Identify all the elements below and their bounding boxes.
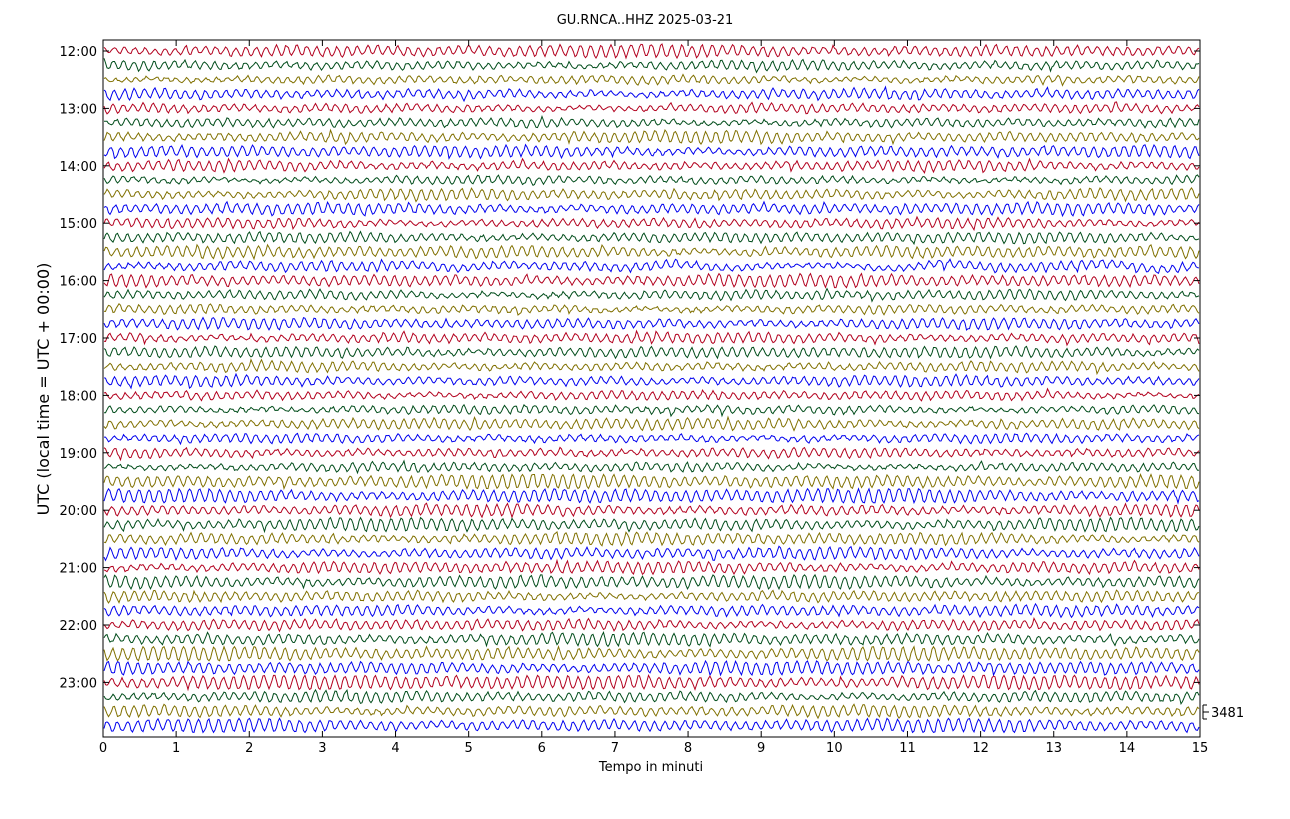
x-tick-label: 13 bbox=[1045, 741, 1062, 756]
seismic-trace bbox=[103, 589, 1200, 604]
y-tick-label: 23:00 bbox=[60, 676, 97, 691]
y-axis-label: UTC (local time = UTC + 00:00) bbox=[34, 263, 53, 516]
seismic-trace bbox=[103, 174, 1200, 186]
seismic-trace bbox=[103, 287, 1200, 303]
seismic-trace bbox=[103, 303, 1200, 316]
seismic-trace bbox=[103, 387, 1200, 402]
y-tick-label: 14:00 bbox=[60, 160, 97, 175]
seismic-trace bbox=[103, 674, 1200, 692]
y-tick-label: 18:00 bbox=[60, 389, 97, 404]
seismic-trace bbox=[103, 345, 1200, 360]
plot-frame bbox=[102, 39, 1201, 738]
seismic-trace bbox=[103, 200, 1200, 218]
x-tick-label: 6 bbox=[538, 741, 546, 756]
x-tick-label: 3 bbox=[318, 741, 326, 756]
seismic-trace bbox=[103, 85, 1200, 103]
seismic-trace bbox=[103, 502, 1200, 519]
x-tick-label: 7 bbox=[611, 741, 619, 756]
x-tick-label: 10 bbox=[826, 741, 843, 756]
seismic-trace bbox=[103, 631, 1200, 648]
y-axis: 12:00 13:00 14:00 15:00 16:00 17:00 18:00 19:00… bbox=[60, 45, 1200, 691]
x-tick-label: 11 bbox=[899, 741, 916, 756]
y-tick-label: 15:00 bbox=[60, 217, 97, 232]
y-tick-label: 12:00 bbox=[60, 45, 97, 60]
x-tick-label: 5 bbox=[465, 741, 473, 756]
seismic-trace bbox=[103, 415, 1200, 432]
seismic-trace bbox=[104, 432, 1200, 446]
trace-group bbox=[103, 43, 1200, 734]
seismic-trace bbox=[103, 530, 1200, 547]
seismic-trace bbox=[103, 573, 1200, 591]
x-tick-label: 15 bbox=[1192, 741, 1209, 756]
x-tick-label: 12 bbox=[972, 741, 989, 756]
seismic-trace bbox=[103, 459, 1199, 475]
seismic-trace bbox=[103, 617, 1200, 633]
seismic-trace bbox=[103, 243, 1200, 261]
seismic-trace bbox=[103, 516, 1200, 534]
seismic-trace bbox=[103, 703, 1200, 720]
seismic-trace bbox=[103, 473, 1200, 491]
seismic-trace bbox=[103, 115, 1200, 129]
y-tick-label: 21:00 bbox=[60, 562, 97, 577]
x-tick-label: 2 bbox=[245, 741, 253, 756]
x-axis: 0 1 2 3 4 5 6 7 8 9 10 11 12 13 14 15 bbox=[99, 40, 1208, 756]
x-tick-label: 8 bbox=[684, 741, 692, 756]
seismic-trace bbox=[103, 187, 1200, 203]
seismic-trace bbox=[103, 545, 1200, 562]
seismic-trace bbox=[103, 101, 1200, 115]
seismic-trace bbox=[103, 73, 1200, 87]
x-tick-label: 4 bbox=[391, 741, 399, 756]
seismic-trace bbox=[103, 602, 1200, 619]
x-tick-label: 1 bbox=[172, 741, 180, 756]
seismic-trace bbox=[103, 58, 1200, 74]
y-tick-label: 13:00 bbox=[60, 102, 97, 117]
y-tick-label: 17:00 bbox=[60, 332, 97, 347]
seismic-trace bbox=[103, 645, 1200, 662]
seismic-trace bbox=[103, 43, 1200, 60]
seismic-trace bbox=[103, 358, 1200, 376]
seismic-trace bbox=[104, 403, 1200, 418]
x-tick-label: 0 bbox=[99, 741, 107, 756]
y-tick-label: 19:00 bbox=[60, 447, 97, 462]
seismic-trace bbox=[103, 487, 1200, 505]
x-tick-label: 14 bbox=[1119, 741, 1136, 756]
chart-title: GU.RNCA..HHZ 2025-03-21 bbox=[557, 13, 734, 28]
seismic-trace bbox=[103, 688, 1200, 706]
seismic-trace bbox=[103, 316, 1200, 331]
seismic-trace bbox=[103, 717, 1200, 734]
seismic-trace bbox=[103, 258, 1200, 275]
seismic-trace bbox=[103, 215, 1200, 232]
x-tick-label: 9 bbox=[757, 741, 765, 756]
y-tick-label: 22:00 bbox=[60, 619, 97, 634]
seismic-trace bbox=[103, 659, 1200, 677]
seismic-trace bbox=[103, 446, 1200, 462]
scale-label: 3481 bbox=[1211, 706, 1244, 721]
x-axis-label: Tempo in minuti bbox=[598, 760, 703, 775]
seismic-trace bbox=[103, 329, 1200, 347]
seismic-trace bbox=[103, 372, 1200, 390]
seismic-trace bbox=[103, 272, 1200, 289]
y-tick-label: 20:00 bbox=[60, 504, 97, 519]
seismic-trace bbox=[103, 230, 1200, 246]
seismic-trace bbox=[103, 157, 1200, 174]
seismic-trace bbox=[103, 128, 1200, 146]
scale-bar: 3481 bbox=[1202, 704, 1244, 721]
seismic-trace bbox=[103, 143, 1200, 160]
y-tick-label: 16:00 bbox=[60, 275, 97, 290]
seismic-trace bbox=[103, 558, 1200, 576]
